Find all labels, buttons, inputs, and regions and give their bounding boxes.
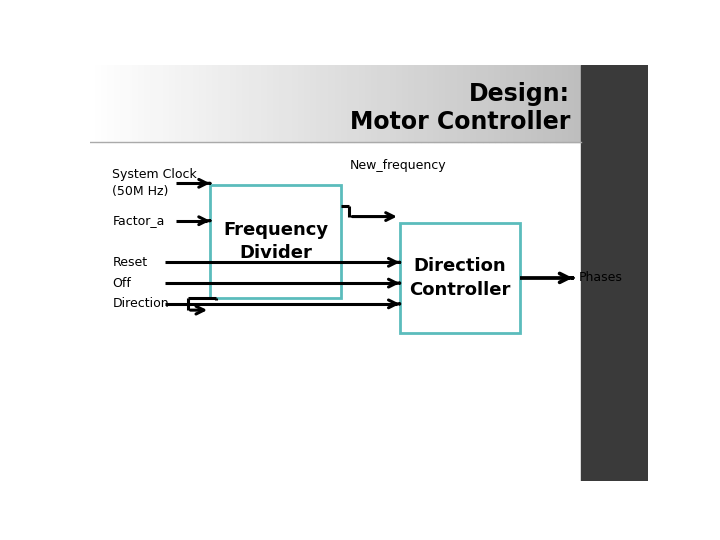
Bar xyxy=(311,65,317,141)
Bar xyxy=(299,65,305,141)
Bar xyxy=(459,65,464,141)
Bar xyxy=(139,65,145,141)
Bar xyxy=(354,65,360,141)
Bar xyxy=(292,65,299,141)
Text: Direction
Controller: Direction Controller xyxy=(409,257,510,299)
Bar xyxy=(421,65,428,141)
Bar xyxy=(342,65,348,141)
Bar xyxy=(121,65,127,141)
Bar xyxy=(569,65,575,141)
Bar xyxy=(114,65,121,141)
Bar xyxy=(397,65,403,141)
Text: Design:: Design: xyxy=(469,82,570,106)
Bar xyxy=(391,65,397,141)
Bar xyxy=(207,65,213,141)
Bar xyxy=(213,65,219,141)
Bar xyxy=(544,65,550,141)
Text: Motor Controller: Motor Controller xyxy=(349,111,570,134)
Bar xyxy=(581,65,648,481)
Bar xyxy=(384,65,391,141)
Bar xyxy=(250,65,256,141)
Text: Off: Off xyxy=(112,276,131,289)
Bar xyxy=(464,65,471,141)
Bar xyxy=(446,65,452,141)
Bar xyxy=(188,65,194,141)
Bar xyxy=(102,65,109,141)
Bar xyxy=(532,65,538,141)
Bar xyxy=(348,65,354,141)
Bar xyxy=(200,65,207,141)
Text: Phases: Phases xyxy=(578,272,622,285)
Bar xyxy=(238,65,243,141)
Bar xyxy=(400,223,520,333)
Bar xyxy=(317,65,323,141)
Text: Factor_a: Factor_a xyxy=(112,214,165,227)
Bar xyxy=(323,65,329,141)
Bar xyxy=(268,65,274,141)
Bar xyxy=(336,65,342,141)
Text: (50M Hz): (50M Hz) xyxy=(112,185,168,198)
Bar xyxy=(501,65,508,141)
Bar xyxy=(495,65,501,141)
Bar xyxy=(403,65,409,141)
Bar xyxy=(182,65,188,141)
Bar xyxy=(219,65,225,141)
Bar xyxy=(158,65,163,141)
Bar xyxy=(562,65,569,141)
Bar xyxy=(452,65,458,141)
Bar xyxy=(372,65,379,141)
Bar xyxy=(329,65,336,141)
Bar xyxy=(526,65,532,141)
Bar xyxy=(433,65,440,141)
Bar xyxy=(170,65,176,141)
Bar xyxy=(262,65,268,141)
Bar xyxy=(489,65,495,141)
Bar xyxy=(280,65,287,141)
Bar xyxy=(366,65,372,141)
Bar xyxy=(550,65,557,141)
Bar xyxy=(194,65,200,141)
Bar xyxy=(151,65,158,141)
Bar xyxy=(360,65,366,141)
Bar xyxy=(520,65,526,141)
Bar xyxy=(415,65,421,141)
Text: Frequency
Divider: Frequency Divider xyxy=(223,221,328,262)
Bar xyxy=(477,65,483,141)
Bar xyxy=(274,65,280,141)
Bar xyxy=(243,65,250,141)
Bar xyxy=(379,65,384,141)
Text: New_frequency: New_frequency xyxy=(349,159,446,172)
Bar xyxy=(96,65,102,141)
Bar xyxy=(163,65,170,141)
Bar xyxy=(305,65,311,141)
Bar xyxy=(133,65,139,141)
Bar xyxy=(145,65,151,141)
Bar xyxy=(483,65,489,141)
Bar xyxy=(256,65,262,141)
Bar xyxy=(210,185,341,298)
Bar xyxy=(287,65,292,141)
Bar xyxy=(225,65,231,141)
Bar xyxy=(127,65,133,141)
Bar xyxy=(575,65,581,141)
Bar xyxy=(176,65,182,141)
Bar xyxy=(90,65,96,141)
Bar xyxy=(409,65,415,141)
Text: Reset: Reset xyxy=(112,256,148,269)
Text: Direction: Direction xyxy=(112,298,169,310)
Bar xyxy=(231,65,238,141)
Bar xyxy=(538,65,544,141)
Text: System Clock: System Clock xyxy=(112,168,197,181)
Bar xyxy=(513,65,520,141)
Bar xyxy=(440,65,446,141)
Bar xyxy=(428,65,433,141)
Bar xyxy=(109,65,114,141)
Bar xyxy=(508,65,513,141)
Bar xyxy=(557,65,562,141)
Bar xyxy=(471,65,477,141)
